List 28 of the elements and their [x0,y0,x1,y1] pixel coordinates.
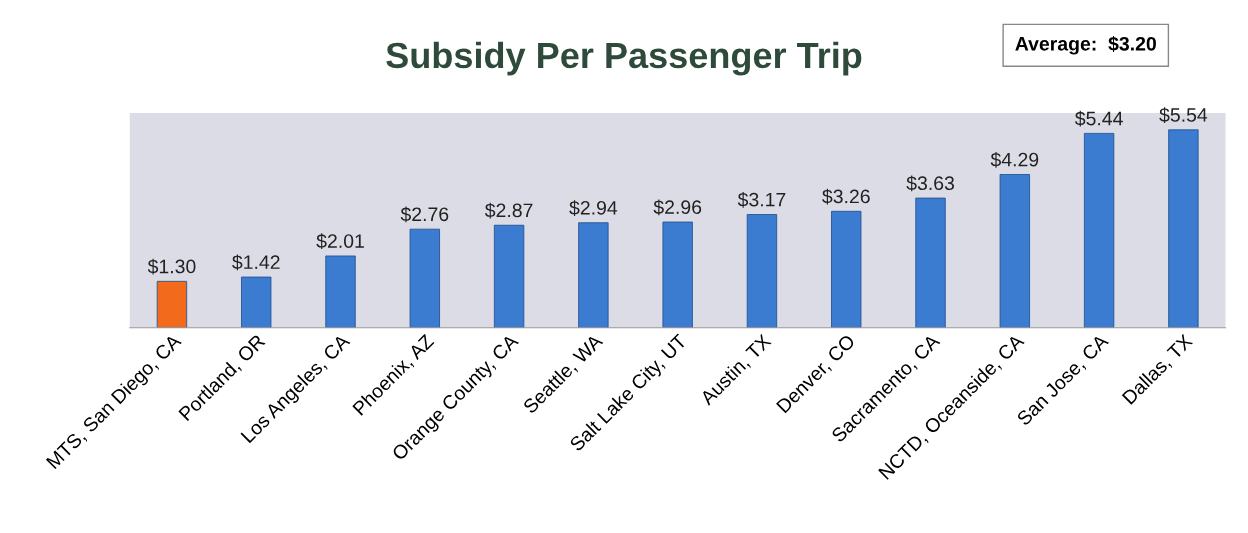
data-label: $3.63 [906,175,954,192]
data-label: $2.96 [653,199,702,216]
bar [999,174,1030,328]
data-label: $5.54 [1159,107,1208,123]
bar [746,214,778,328]
data-label: $2.87 [484,202,533,219]
bar [1168,129,1199,328]
data-label: $2.01 [316,233,364,250]
data-label: $2.94 [569,200,618,216]
bar [662,221,693,328]
data-label: $2.76 [400,206,449,223]
bar [831,210,862,328]
data-label: $5.44 [1074,110,1123,127]
bar [493,224,525,328]
data-label: $4.29 [990,151,1039,168]
text: Average: $3.20 [1015,36,1156,55]
bar [241,276,272,328]
data-label: $1.42 [232,254,280,271]
bar [915,197,946,328]
data-label: $1.30 [147,258,196,275]
bar [578,222,609,328]
bar [409,228,440,328]
chart-title: Subsidy Per Passenger Trip [386,41,862,76]
bar [1083,132,1115,328]
bar [156,280,188,328]
bar [325,255,356,328]
data-label: $3.17 [737,191,786,208]
data-label: $3.26 [822,188,870,205]
